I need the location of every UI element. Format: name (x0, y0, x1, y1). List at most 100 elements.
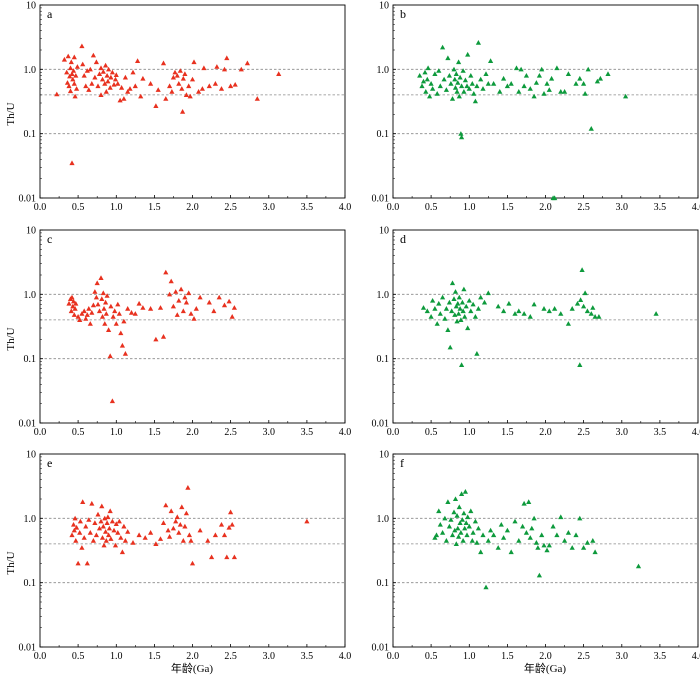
data-point (432, 535, 438, 540)
data-point (478, 549, 484, 555)
data-point (122, 538, 128, 543)
data-point (442, 316, 448, 321)
data-point (157, 536, 164, 541)
data-point (470, 301, 476, 307)
data-point (565, 71, 571, 76)
data-point (573, 81, 579, 86)
data-point (590, 538, 596, 543)
data-point (437, 522, 443, 527)
data-point (440, 44, 446, 50)
data-point (474, 351, 480, 356)
data-point (221, 532, 228, 538)
data-point (68, 59, 74, 65)
data-point (125, 89, 131, 94)
data-point (417, 73, 423, 78)
data-point (244, 60, 250, 66)
data-point (160, 520, 167, 525)
data-point (112, 542, 119, 548)
data-point (95, 301, 101, 307)
data-point (71, 312, 77, 317)
data-point (102, 81, 108, 86)
data-point (112, 76, 119, 82)
data-point (456, 294, 462, 300)
data-point (112, 308, 118, 314)
data-point (458, 530, 464, 535)
data-point (231, 305, 237, 310)
data-point (115, 81, 121, 86)
data-point (179, 86, 185, 91)
data-point (516, 89, 522, 94)
data-point (130, 540, 136, 545)
data-point (84, 68, 90, 73)
data-point (75, 314, 81, 319)
data-point (197, 294, 203, 300)
y-tick-label: 10 (379, 226, 389, 237)
data-point (446, 523, 452, 529)
data-point (449, 532, 456, 538)
data-point (115, 301, 121, 307)
scatter-panel-c: 0.0 0.5 1.0 1.5 2.0 2.5 3.0 3.5 4.0 0.01 0.1 1.0 10 c (19, 226, 352, 439)
data-point (516, 538, 522, 543)
x-tick-label: 1.5 (501, 427, 514, 438)
data-point (504, 527, 510, 533)
data-point (565, 321, 571, 326)
y-tick-label: 0.01 (372, 194, 390, 205)
data-point (89, 81, 95, 86)
data-point (157, 305, 164, 310)
data-point (588, 311, 594, 316)
data-point (478, 294, 484, 300)
data-point (521, 500, 527, 506)
data-point (581, 545, 587, 550)
data-point (228, 509, 234, 515)
y-tick-label: 1.0 (24, 514, 37, 525)
data-point (581, 303, 587, 309)
data-point (163, 502, 169, 508)
data-point (96, 308, 103, 314)
x-tick-label: 3.0 (616, 651, 629, 662)
data-point (180, 109, 186, 114)
data-point (111, 82, 117, 87)
data-point (457, 306, 463, 311)
data-point (592, 549, 598, 555)
data-point (574, 300, 581, 306)
data-point (93, 294, 99, 300)
data-point (167, 291, 173, 297)
data-point (424, 308, 430, 314)
data-point (462, 489, 468, 494)
x-tick-label: 1.5 (148, 427, 161, 438)
data-point (461, 286, 467, 292)
data-point (445, 499, 451, 504)
data-point (459, 491, 465, 496)
x-tick-label: 0.5 (72, 427, 85, 438)
data-point (182, 71, 188, 76)
x-tick-label: 2.0 (186, 427, 199, 438)
data-point (483, 584, 489, 590)
x-tick-label: 4.0 (692, 427, 700, 438)
data-point (66, 300, 72, 306)
data-point (459, 299, 465, 305)
data-point (218, 86, 225, 91)
y-tick-label: 1.0 (377, 514, 390, 525)
data-point (501, 535, 507, 540)
data-point (460, 538, 466, 543)
data-point (100, 290, 106, 296)
x-tick-label: 2.5 (577, 202, 590, 213)
data-point (71, 298, 77, 304)
data-point (452, 527, 458, 533)
data-point (69, 160, 75, 166)
data-point (436, 508, 442, 514)
y-tick-label: 0.01 (372, 643, 390, 654)
data-point (461, 510, 467, 516)
data-point (508, 549, 514, 555)
x-tick-label: 0.0 (387, 202, 400, 213)
x-tick-label: 2.0 (539, 427, 552, 438)
x-tick-label: 0.5 (72, 202, 85, 213)
data-point (122, 351, 128, 356)
data-point (449, 96, 456, 101)
data-point (99, 535, 106, 540)
data-point (501, 308, 507, 314)
data-point (106, 66, 112, 72)
panel-letter: a (47, 7, 53, 21)
x-tick-label: 1.0 (463, 202, 476, 213)
data-point (119, 85, 125, 90)
